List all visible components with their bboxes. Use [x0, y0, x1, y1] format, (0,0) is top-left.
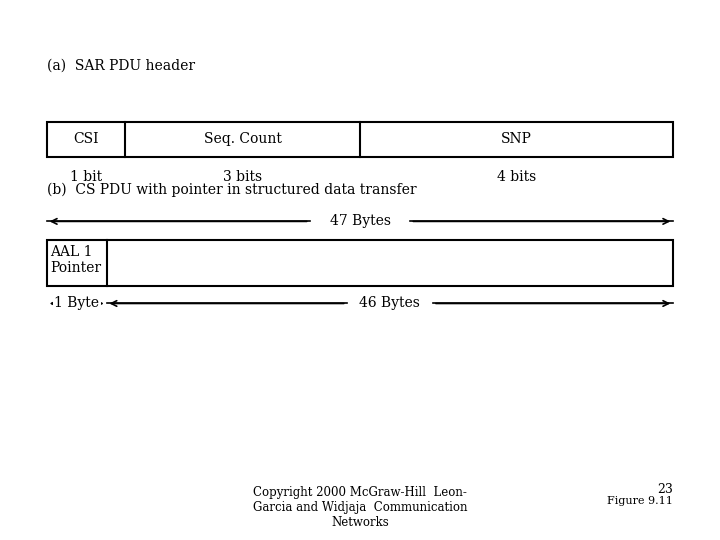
Text: Figure 9.11: Figure 9.11 — [608, 496, 673, 506]
Text: 23: 23 — [657, 483, 673, 496]
Text: Copyright 2000 McGraw-Hill  Leon-
Garcia and Widjaja  Communication
Networks: Copyright 2000 McGraw-Hill Leon- Garcia … — [253, 486, 467, 529]
Text: CSI: CSI — [73, 132, 99, 146]
Text: 1 Byte: 1 Byte — [54, 296, 99, 310]
Text: SNP: SNP — [501, 132, 532, 146]
Text: 1 bit: 1 bit — [70, 170, 102, 184]
Text: 3 bits: 3 bits — [223, 170, 262, 184]
Text: 46 Bytes: 46 Bytes — [359, 296, 420, 310]
Text: 47 Bytes: 47 Bytes — [330, 214, 390, 228]
Text: AAL 1
Pointer: AAL 1 Pointer — [50, 245, 102, 275]
Text: Seq. Count: Seq. Count — [204, 132, 282, 146]
Bar — [47, 240, 673, 286]
Bar — [47, 122, 673, 157]
Text: (a)  SAR PDU header: (a) SAR PDU header — [47, 59, 195, 73]
Text: 4 bits: 4 bits — [497, 170, 536, 184]
Text: (b)  CS PDU with pointer in structured data transfer: (b) CS PDU with pointer in structured da… — [47, 183, 416, 197]
